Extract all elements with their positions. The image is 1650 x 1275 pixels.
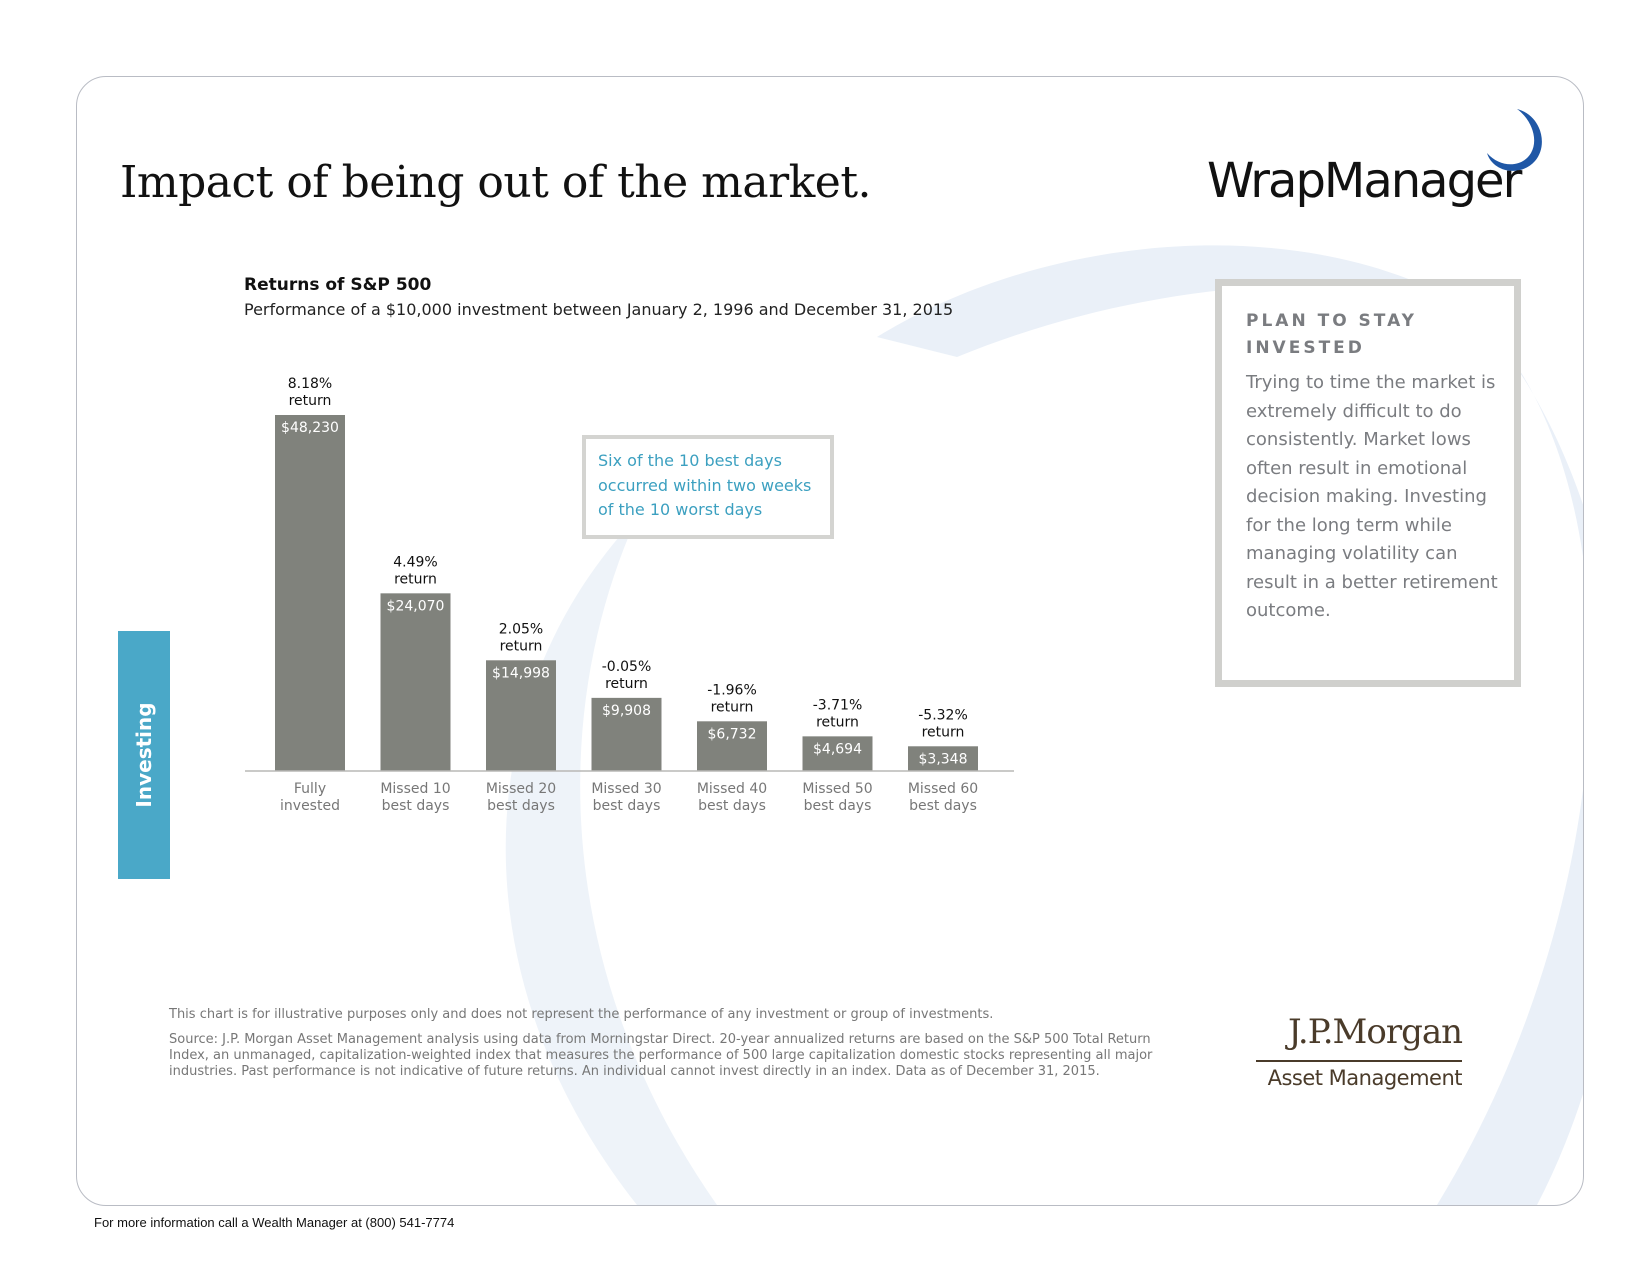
jpmorgan-logo: J.P.Morgan Asset Management [1252, 1012, 1463, 1092]
category-label: Missed 20 [486, 781, 556, 797]
page-title: Impact of being out of the market. [120, 157, 872, 208]
bar-2 [380, 593, 451, 771]
return-word-label: return [711, 699, 754, 715]
category-label: best days [487, 798, 555, 814]
footer-contact: For more information call a Wealth Manag… [94, 1215, 455, 1230]
return-percent-label: -5.32% [918, 707, 968, 723]
return-word-label: return [289, 393, 332, 409]
swoosh-arc-left [505, 517, 717, 1205]
slide-card: Impact of being out of the market. WrapM… [76, 76, 1584, 1206]
side-box-heading: PLAN TO STAY INVESTED [1246, 311, 1417, 358]
category-label: best days [909, 798, 977, 814]
swoosh-arc-lower [1437, 307, 1583, 1205]
jpmorgan-rule [1256, 1060, 1462, 1062]
category-label: best days [804, 798, 872, 814]
return-percent-label: -0.05% [602, 659, 652, 675]
return-percent-label: 8.18% [288, 376, 332, 392]
side-box-body: Trying to time the market is extremely d… [1246, 372, 1498, 621]
callout-text: Six of the 10 best days occurred within … [598, 451, 812, 519]
return-percent-label: -1.96% [707, 682, 757, 698]
return-word-label: return [605, 676, 648, 692]
category-label: Missed 10 [380, 781, 450, 797]
bar-5 [697, 721, 767, 771]
bar-value-label: $9,908 [602, 703, 651, 719]
swoosh-arc-upper [877, 245, 1457, 357]
return-word-label: return [816, 714, 859, 730]
category-label: invested [280, 798, 340, 814]
jpmorgan-division: Asset Management [1267, 1066, 1463, 1090]
bar-value-label: $14,998 [492, 665, 550, 681]
bar-value-label: $48,230 [281, 420, 339, 436]
return-word-label: return [922, 724, 965, 740]
background-swoosh [505, 245, 1583, 1205]
category-label: Missed 30 [591, 781, 661, 797]
bar-6 [802, 736, 873, 771]
plan-to-stay-invested-box: PLAN TO STAY INVESTED Trying to time the… [1215, 279, 1521, 687]
jpmorgan-wordmark: J.P.Morgan [1287, 1012, 1463, 1052]
bar-value-label: $6,732 [708, 726, 757, 742]
bar-value-label: $3,348 [919, 751, 968, 767]
bar-value-label: $4,694 [813, 741, 862, 757]
category-label: best days [593, 798, 661, 814]
bar-4 [591, 697, 662, 771]
chart-title: Returns of S&P 500 [244, 275, 432, 295]
return-percent-label: 4.49% [393, 554, 437, 570]
category-label: best days [382, 798, 450, 814]
disclaimer-note: This chart is for illustrative purposes … [169, 1007, 994, 1022]
bar-chart: $48,2308.18%returnFullyinvested$24,0704.… [245, 376, 1014, 814]
callout-box: Six of the 10 best days occurred within … [582, 435, 834, 539]
bar-3 [486, 660, 556, 771]
return-percent-label: -3.71% [813, 697, 863, 713]
section-tab: Investing [118, 631, 170, 879]
category-label: Fully [294, 781, 326, 797]
wrapmanager-logo: WrapManager [1207, 101, 1567, 211]
category-label: best days [698, 798, 766, 814]
wrapmanager-wordmark: WrapManager [1207, 153, 1522, 209]
source-note: Source: J.P. Morgan Asset Management ana… [169, 1032, 1153, 1079]
bar-7 [908, 746, 978, 771]
return-word-label: return [500, 638, 543, 654]
return-percent-label: 2.05% [499, 621, 543, 637]
category-label: Missed 60 [908, 781, 978, 797]
category-label: Missed 40 [697, 781, 767, 797]
return-word-label: return [394, 571, 437, 587]
bar-1 [275, 415, 345, 771]
chart-subtitle: Performance of a $10,000 investment betw… [244, 300, 954, 319]
category-label: Missed 50 [802, 781, 872, 797]
bar-value-label: $24,070 [387, 598, 445, 614]
